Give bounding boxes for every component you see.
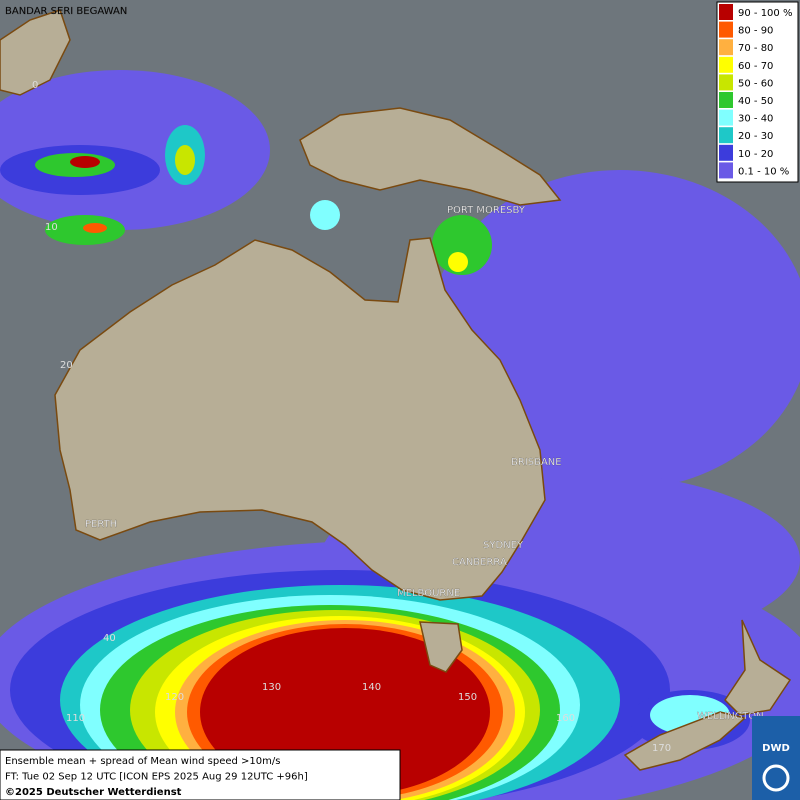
australia — [54, 237, 546, 601]
longitude-label: 140 — [362, 682, 381, 693]
legend-label: 90 - 100 % — [738, 8, 792, 19]
legend-swatch — [719, 56, 733, 73]
longitude-label: 120 — [165, 692, 184, 703]
longitude-label: 130 — [262, 682, 281, 693]
city-label: SYDNEY — [483, 540, 524, 551]
wind-area — [310, 200, 340, 230]
legend-swatch — [719, 74, 733, 91]
legend-label: 70 - 80 — [738, 43, 773, 54]
wind-area — [448, 252, 468, 272]
legend-swatch — [719, 109, 733, 126]
legend-label: 30 - 40 — [738, 114, 773, 125]
legend: 90 - 100 % 80 - 90 70 - 80 60 - 70 50 - 60 40… — [716, 1, 799, 183]
longitude-label: 160 — [556, 713, 575, 724]
city-label: WELLINGTON — [697, 711, 764, 722]
labels: BANDAR SERI BEGAWAN PORT MORESBY BRISBANE S… — [5, 6, 764, 754]
legend-label: 80 - 90 — [738, 26, 773, 37]
logo-text: DWD — [762, 743, 790, 754]
latitude-label: 10 — [45, 222, 58, 233]
legend-label: 60 - 70 — [738, 61, 773, 72]
logo-box — [752, 716, 800, 800]
legend-label: 40 - 50 — [738, 96, 773, 107]
wind-area — [70, 156, 100, 168]
nz-north — [724, 619, 792, 716]
latitude-label: 20 — [60, 360, 73, 371]
wind-area — [175, 145, 195, 175]
logo-icon — [762, 764, 790, 792]
footer-text: Ensemble mean + spread of Mean wind spee… — [5, 756, 280, 767]
longitude-label: 150 — [458, 692, 477, 703]
legend-swatch — [719, 21, 733, 38]
legend-label: 20 - 30 — [738, 131, 773, 142]
legend-swatch — [719, 92, 733, 108]
city-label: PORT MORESBY — [447, 205, 526, 216]
city-label: CANBERRA — [452, 557, 507, 568]
latitude-label: 0 — [32, 80, 38, 91]
legend-swatch — [719, 162, 733, 179]
legend-swatch — [719, 127, 733, 144]
latitude-label: 40 — [103, 633, 116, 644]
city-label: MELBOURNE — [397, 588, 460, 599]
footer-box — [0, 749, 401, 800]
longitude-label: 170 — [652, 743, 671, 754]
city-label: PERTH — [85, 519, 117, 530]
legend-swatch — [719, 144, 733, 161]
wind-area — [83, 223, 107, 233]
footer-text: ©2025 Deutscher Wetterdienst — [5, 787, 182, 798]
legend-label: 50 - 60 — [738, 78, 773, 89]
new-guinea — [299, 107, 562, 206]
wind-area — [432, 215, 492, 275]
legend-swatch — [719, 4, 733, 20]
land — [0, 9, 792, 771]
legend-swatch — [719, 39, 733, 56]
borneo — [0, 9, 71, 96]
legend-label: 10 - 20 — [738, 149, 773, 160]
city-label: BRISBANE — [511, 457, 562, 468]
tasmania — [419, 621, 463, 673]
nz-south — [623, 711, 747, 771]
legend-label: 0.1 - 10 % — [738, 166, 789, 177]
footer-text: FT: Tue 02 Sep 12 UTC [ICON EPS 2025 Aug… — [5, 772, 308, 783]
city-label: BANDAR SERI BEGAWAN — [5, 6, 127, 17]
longitude-label: 110 — [66, 713, 85, 724]
